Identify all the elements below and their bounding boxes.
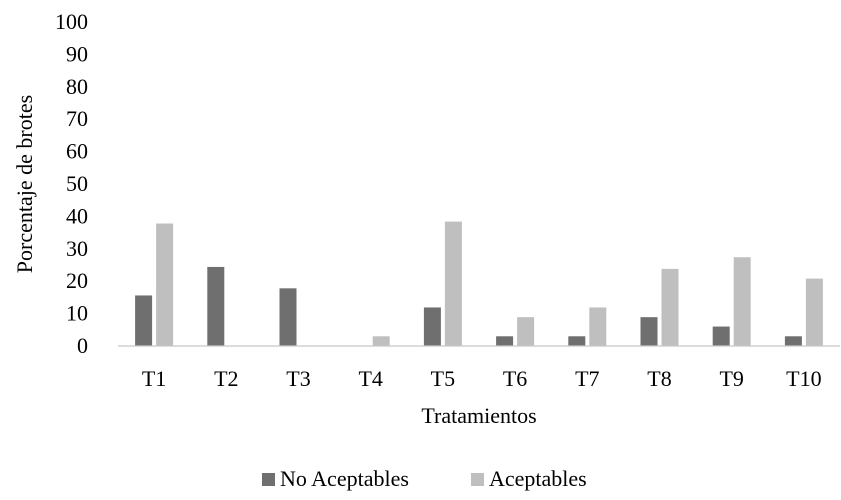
- x-axis-ticks: T1 T2 T3 T4 T5 T6 T7 T8 T9 T10: [142, 366, 822, 391]
- bar-no-aceptables-t6: [496, 336, 514, 346]
- bar-no-aceptables-t8: [640, 317, 658, 346]
- y-axis-label: Porcentaje de brotes: [12, 95, 37, 273]
- bar-no-aceptables-t7: [568, 336, 586, 346]
- x-tick-label: T6: [503, 366, 527, 391]
- x-tick-label: T9: [719, 366, 743, 391]
- y-tick-label: 30: [66, 236, 88, 261]
- bar-no-aceptables-t3: [279, 288, 297, 346]
- bar-aceptables-t5: [444, 221, 462, 346]
- y-tick-label: 20: [66, 268, 88, 293]
- bars-group: [135, 221, 823, 346]
- bar-aceptables-t7: [589, 307, 607, 346]
- y-tick-label: 80: [66, 74, 88, 99]
- bar-no-aceptables-t5: [423, 307, 441, 346]
- bar-no-aceptables-t9: [712, 326, 730, 346]
- x-tick-label: T2: [214, 366, 238, 391]
- bar-no-aceptables-t1: [135, 295, 153, 346]
- bar-aceptables-t8: [661, 268, 679, 346]
- x-tick-label: T8: [647, 366, 671, 391]
- bar-aceptables-t1: [156, 223, 174, 346]
- x-tick-label: T4: [358, 366, 382, 391]
- bar-aceptables-t10: [805, 278, 823, 346]
- x-tick-label: T1: [142, 366, 166, 391]
- x-axis-label: Tratamientos: [421, 403, 536, 428]
- y-axis-ticks: 0 10 20 30 40 50 60 70 80 90 100: [55, 9, 88, 358]
- legend-swatch-no-aceptables: [262, 473, 275, 486]
- bar-aceptables-t9: [733, 257, 751, 346]
- legend-label-no-aceptables: No Aceptables: [280, 466, 409, 491]
- legend-label-aceptables: Aceptables: [489, 466, 587, 491]
- y-tick-label: 90: [66, 41, 88, 66]
- y-tick-label: 70: [66, 106, 88, 131]
- y-tick-label: 40: [66, 203, 88, 228]
- bar-aceptables-t4: [372, 336, 390, 346]
- x-tick-label: T10: [786, 366, 821, 391]
- x-tick-label: T5: [431, 366, 455, 391]
- x-tick-label: T3: [286, 366, 310, 391]
- bar-aceptables-t6: [517, 317, 535, 346]
- bar-no-aceptables-t10: [784, 336, 802, 346]
- y-tick-label: 100: [55, 9, 88, 34]
- x-tick-label: T7: [575, 366, 599, 391]
- y-tick-label: 10: [66, 301, 88, 326]
- legend-swatch-aceptables: [471, 473, 484, 486]
- y-tick-label: 50: [66, 171, 88, 196]
- legend: No Aceptables Aceptables: [262, 466, 587, 491]
- y-tick-label: 0: [77, 333, 88, 358]
- bar-no-aceptables-t2: [207, 266, 225, 346]
- y-tick-label: 60: [66, 139, 88, 164]
